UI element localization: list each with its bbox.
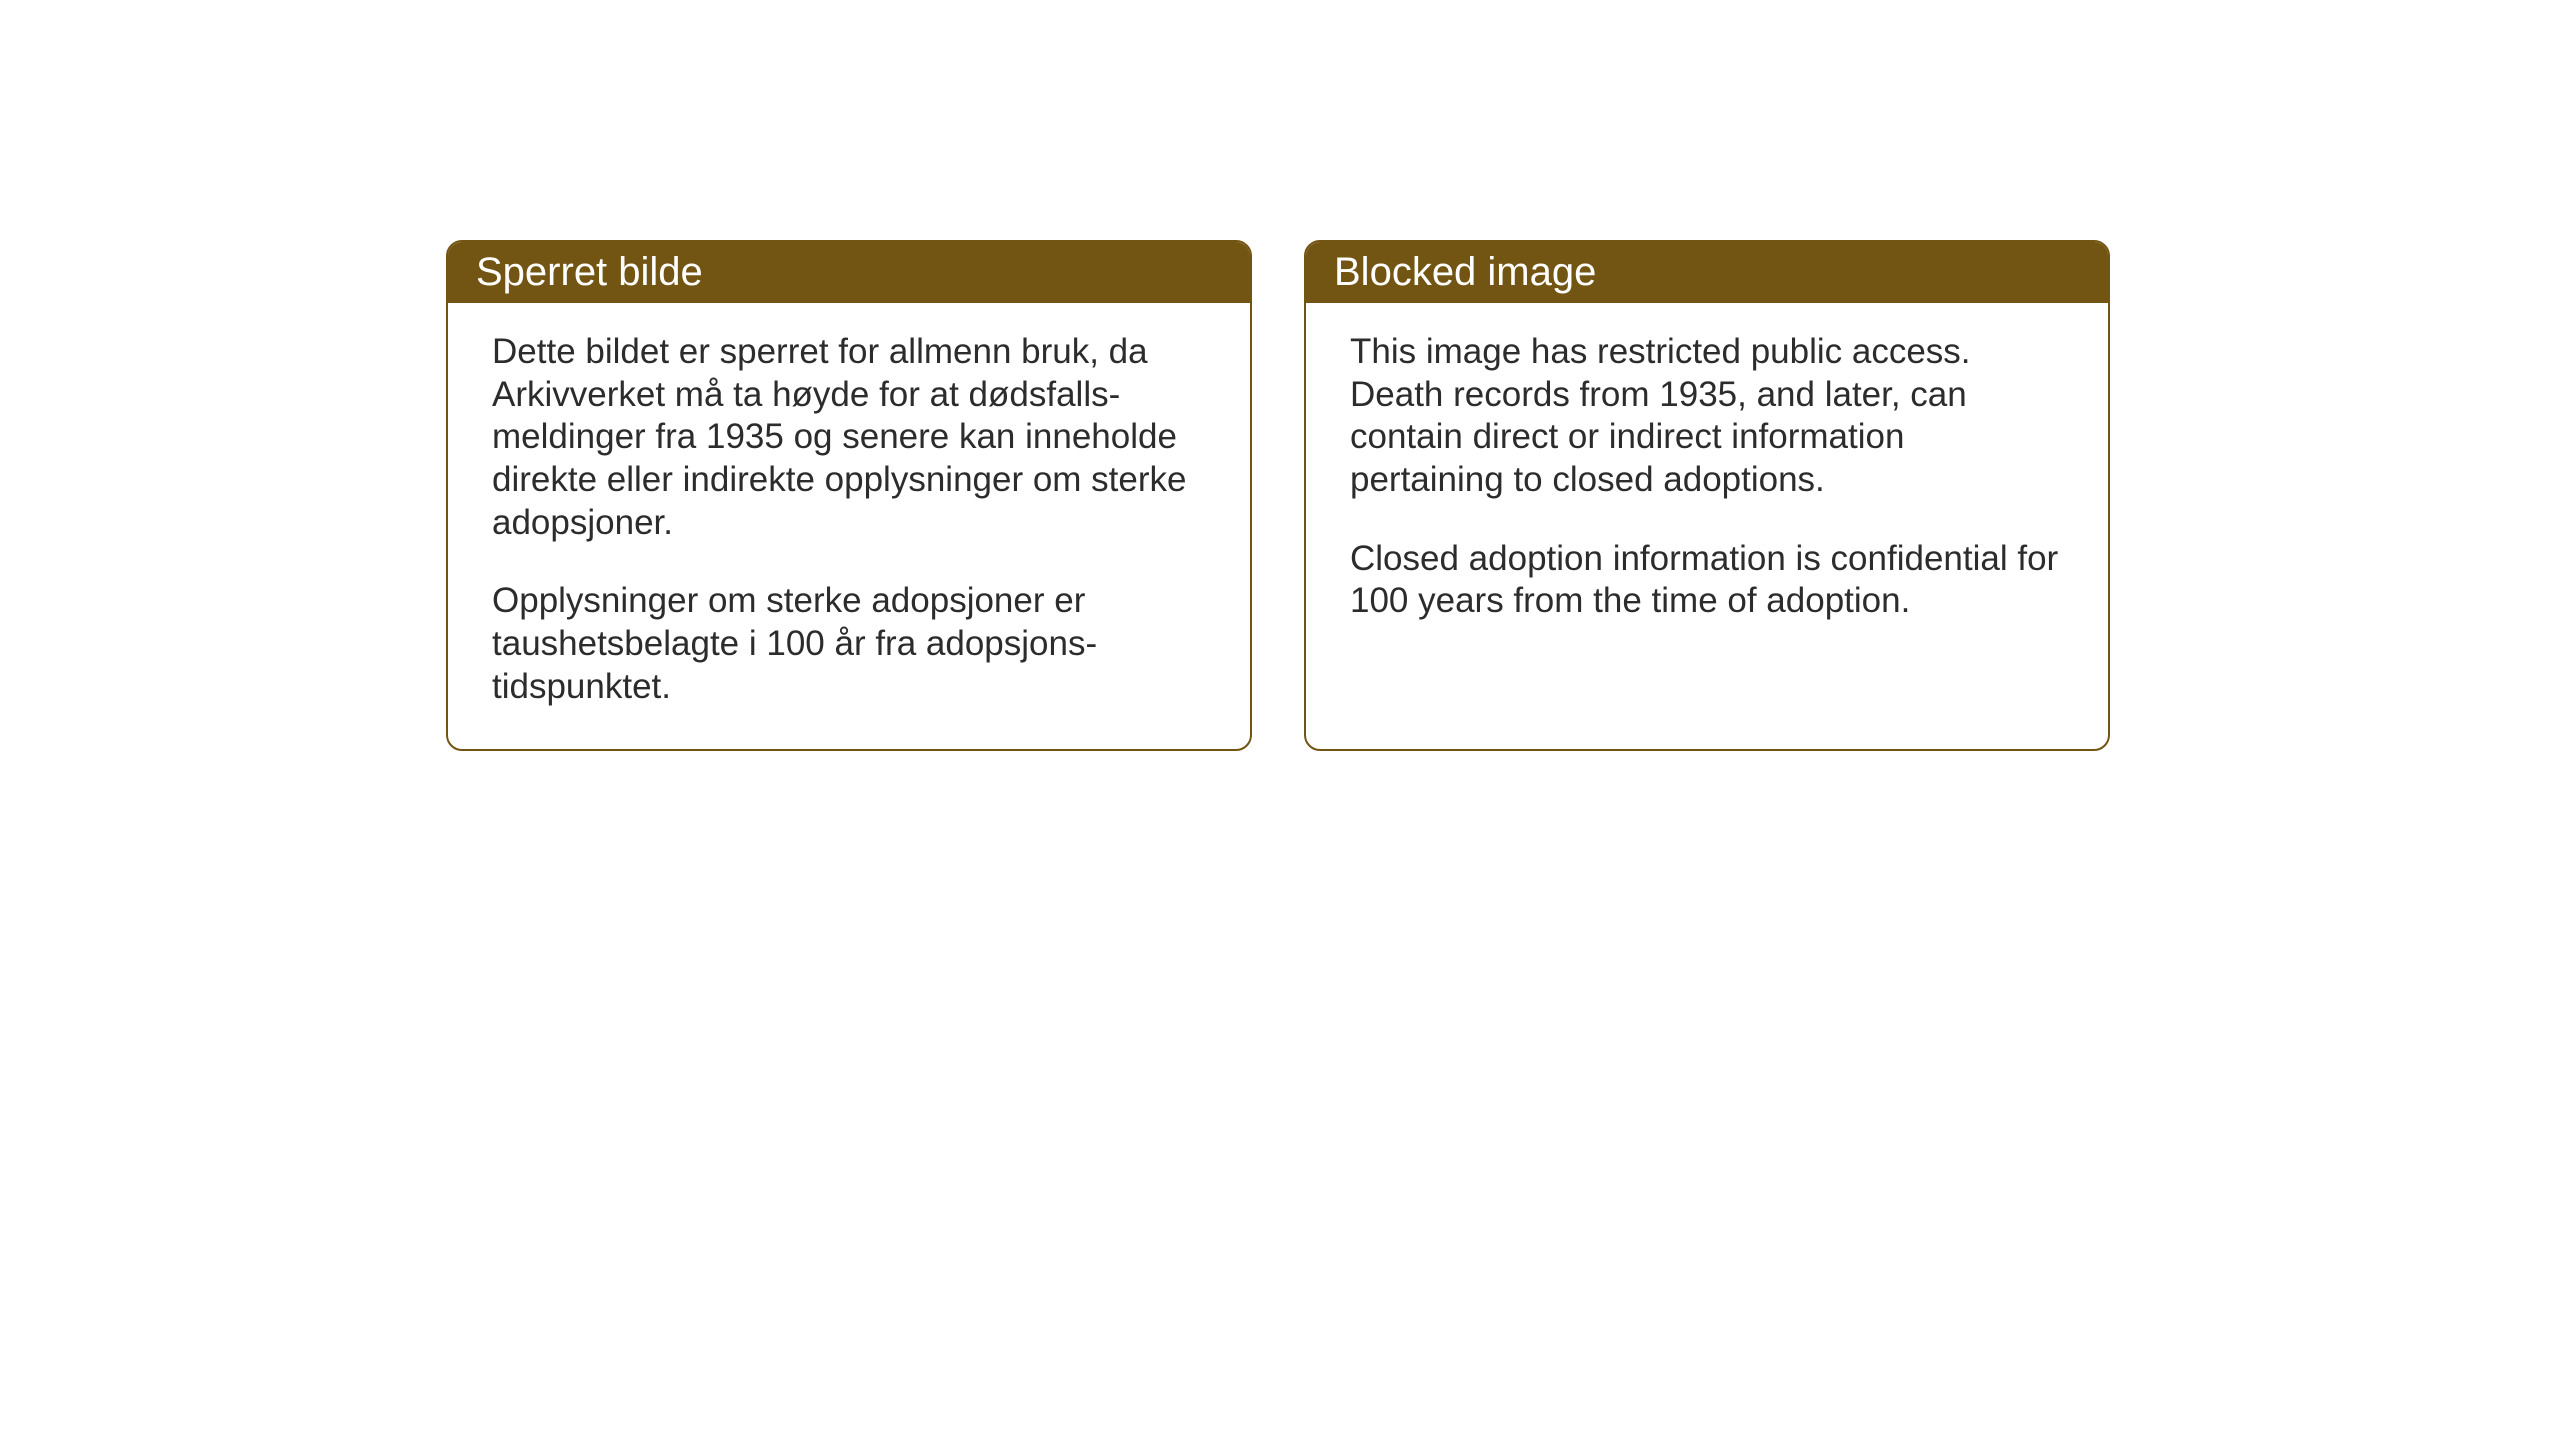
english-card-body: This image has restricted public access.… [1306, 303, 2108, 663]
norwegian-notice-card: Sperret bilde Dette bildet er sperret fo… [446, 240, 1252, 751]
english-card-header: Blocked image [1306, 242, 2108, 303]
norwegian-paragraph-2: Opplysninger om sterke adopsjoner er tau… [492, 580, 1206, 708]
notice-container: Sperret bilde Dette bildet er sperret fo… [446, 240, 2110, 751]
norwegian-card-title: Sperret bilde [476, 250, 703, 294]
norwegian-card-body: Dette bildet er sperret for allmenn bruk… [448, 303, 1250, 749]
english-paragraph-2: Closed adoption information is confident… [1350, 538, 2064, 623]
norwegian-card-header: Sperret bilde [448, 242, 1250, 303]
english-notice-card: Blocked image This image has restricted … [1304, 240, 2110, 751]
english-card-title: Blocked image [1334, 250, 1596, 294]
norwegian-paragraph-1: Dette bildet er sperret for allmenn bruk… [492, 331, 1206, 544]
english-paragraph-1: This image has restricted public access.… [1350, 331, 2064, 502]
